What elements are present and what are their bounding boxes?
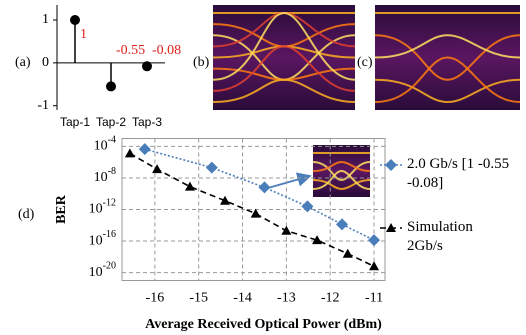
eye-image-b (213, 5, 355, 110)
y-tick-exponent: -4 (108, 135, 116, 146)
y-tick-label: 0 (42, 55, 49, 70)
y-tick-label: 10-4 (94, 135, 116, 154)
x-tick-label: Tap-1 (60, 115, 90, 129)
marker (343, 249, 353, 258)
legend-label: Simulation 2Gb/s (407, 218, 492, 256)
x-tick-label: -12 (321, 291, 340, 306)
stem-marker (70, 15, 80, 25)
y-tick-label: -1 (37, 98, 49, 113)
marker (385, 159, 397, 171)
marker (139, 143, 151, 155)
marker (281, 226, 291, 235)
y-tick-exponent: -16 (103, 229, 116, 240)
x-tick-label: -13 (277, 291, 296, 306)
figure: (b) (c) (a) -1 0 1 1 Tap-1 -0.55 Tap-2 -0.08 Tap-… (0, 0, 526, 335)
y-tick-label: 1 (42, 12, 49, 27)
y-tick-exponent: -8 (108, 166, 116, 177)
x-tick-label: Tap-2 (96, 115, 126, 129)
marker (251, 209, 261, 218)
y-tick-label: 10-8 (94, 166, 116, 185)
marker (206, 162, 218, 174)
inset-arrow (268, 176, 310, 188)
y-tick-exponent: -20 (103, 261, 116, 272)
marker (369, 261, 379, 270)
panel-label: (d) (18, 207, 35, 222)
x-tick-label: -11 (365, 291, 383, 306)
value-label: -0.08 (152, 43, 181, 58)
x-tick-label: -16 (146, 291, 165, 306)
value-label: -0.55 (116, 43, 145, 58)
marker (301, 200, 313, 212)
value-label: 1 (80, 27, 87, 42)
y-tick-exponent: -12 (103, 198, 116, 209)
y-tick-label: 10-12 (89, 198, 116, 217)
y-tick-label: 10-20 (89, 261, 116, 280)
marker (336, 218, 348, 230)
panel-label: (c) (357, 55, 373, 70)
y-axis-label: BER (54, 194, 69, 224)
stem-marker (106, 81, 116, 91)
panel-label: (a) (15, 55, 31, 70)
marker (125, 148, 135, 157)
panel-label: (b) (193, 55, 210, 70)
legend-label: 2.0 Gb/s [1 -0.55 -0.08] (407, 155, 522, 193)
stem-marker (142, 61, 152, 71)
y-tick-label: 10-16 (89, 229, 116, 248)
marker (368, 234, 380, 246)
marker (185, 182, 195, 191)
marker (220, 196, 230, 205)
marker (152, 164, 162, 173)
marker (258, 181, 270, 193)
x-axis-label: Average Received Optical Power (dBm) (145, 317, 382, 332)
x-tick-label: Tap-3 (132, 115, 162, 129)
x-tick-label: -15 (189, 291, 208, 306)
x-tick-label: -14 (233, 291, 252, 306)
